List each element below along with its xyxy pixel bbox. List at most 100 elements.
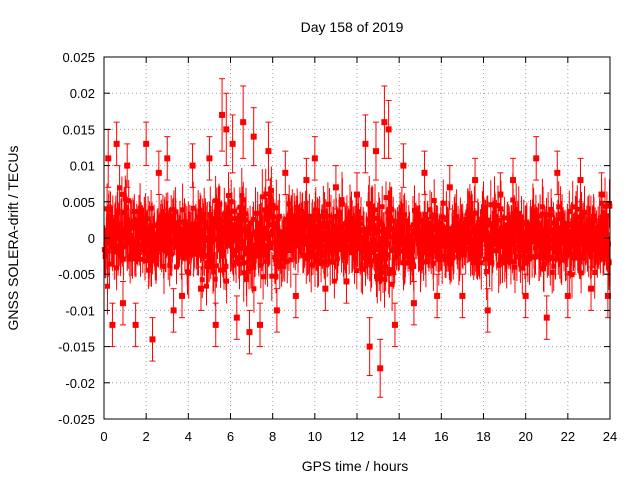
data-point <box>282 150 289 196</box>
data-point <box>109 302 116 348</box>
point-marker <box>273 307 280 314</box>
x-axis-title: GPS time / hours <box>302 458 409 474</box>
data-point <box>577 157 584 203</box>
data-point <box>421 150 428 196</box>
data-point <box>170 288 177 333</box>
point-marker <box>197 285 204 292</box>
data-point <box>410 280 417 326</box>
x-tick-label: 14 <box>392 429 406 444</box>
point-marker <box>179 292 186 299</box>
point-marker <box>372 148 379 155</box>
data-point <box>197 266 204 311</box>
data-point <box>459 273 466 319</box>
y-tick-label: 0.005 <box>62 195 95 210</box>
data-point <box>343 259 350 304</box>
data-point <box>564 273 571 319</box>
point-marker <box>588 285 595 292</box>
point-marker <box>366 343 373 350</box>
point-marker <box>149 336 156 343</box>
data-point <box>155 150 162 196</box>
data-point <box>189 143 196 188</box>
data-point <box>124 143 131 188</box>
point-marker <box>124 162 131 169</box>
point-marker <box>311 155 318 162</box>
data-point <box>543 295 550 340</box>
data-point <box>257 302 264 348</box>
data-point <box>510 157 517 203</box>
y-tick-label: 0.01 <box>70 159 95 174</box>
y-tick-label: -0.025 <box>58 412 95 427</box>
point-marker <box>400 162 407 169</box>
data-point <box>484 288 491 333</box>
data-point <box>143 121 150 167</box>
data-point <box>554 150 561 196</box>
point-marker <box>577 177 584 184</box>
point-marker <box>385 126 392 133</box>
point-marker <box>434 292 441 299</box>
point-marker <box>598 191 605 198</box>
point-marker <box>472 177 479 184</box>
data-point <box>233 295 240 340</box>
point-marker <box>322 285 329 292</box>
data-point <box>119 280 126 326</box>
data-point <box>132 302 139 348</box>
x-tick-label: 12 <box>350 429 364 444</box>
x-tick-label: 22 <box>561 429 575 444</box>
point-marker <box>170 307 177 314</box>
y-tick-label: -0.015 <box>58 340 95 355</box>
point-marker <box>246 329 253 336</box>
data-point <box>381 85 388 159</box>
point-marker <box>343 278 350 285</box>
point-marker <box>533 155 540 162</box>
cloud-markers <box>101 185 613 292</box>
data-point <box>149 317 156 362</box>
point-marker <box>410 300 417 307</box>
point-marker <box>250 133 257 140</box>
point-marker <box>510 177 517 184</box>
data-point <box>391 302 398 348</box>
data-points <box>105 78 611 398</box>
point-marker <box>219 111 226 118</box>
point-marker <box>292 292 299 299</box>
point-marker <box>164 155 171 162</box>
x-tick-label: 10 <box>308 429 322 444</box>
point-marker <box>119 300 126 307</box>
data-point <box>598 172 605 217</box>
point-marker <box>132 321 139 328</box>
data-point <box>434 273 441 319</box>
point-marker <box>105 155 112 162</box>
chart-title: Day 158 of 2019 <box>301 19 404 35</box>
point-marker <box>543 314 550 321</box>
point-marker <box>459 292 466 299</box>
point-marker <box>303 177 310 184</box>
data-point <box>223 92 230 167</box>
data-point <box>240 85 247 159</box>
point-marker <box>391 321 398 328</box>
data-point <box>229 114 236 174</box>
data-point <box>472 157 479 203</box>
point-marker <box>212 321 219 328</box>
point-marker <box>223 126 230 133</box>
data-point <box>588 266 595 311</box>
data-point <box>354 172 360 217</box>
data-point <box>265 121 272 181</box>
data-point <box>292 273 299 319</box>
data-point <box>497 172 504 217</box>
data-point <box>366 317 373 377</box>
point-marker <box>189 162 196 169</box>
data-point <box>164 136 171 181</box>
x-tick-label: 8 <box>269 429 276 444</box>
y-tick-label: -0.005 <box>58 267 95 282</box>
data-point <box>105 128 112 188</box>
point-marker <box>143 140 150 147</box>
y-tick-label: 0.025 <box>62 50 95 65</box>
data-point <box>311 136 318 181</box>
point-marker <box>229 140 236 147</box>
x-tick-label: 20 <box>518 429 532 444</box>
point-marker <box>282 169 289 176</box>
point-marker <box>497 191 504 198</box>
point-marker <box>354 191 360 198</box>
data-point <box>385 99 392 159</box>
data-point <box>377 338 384 398</box>
